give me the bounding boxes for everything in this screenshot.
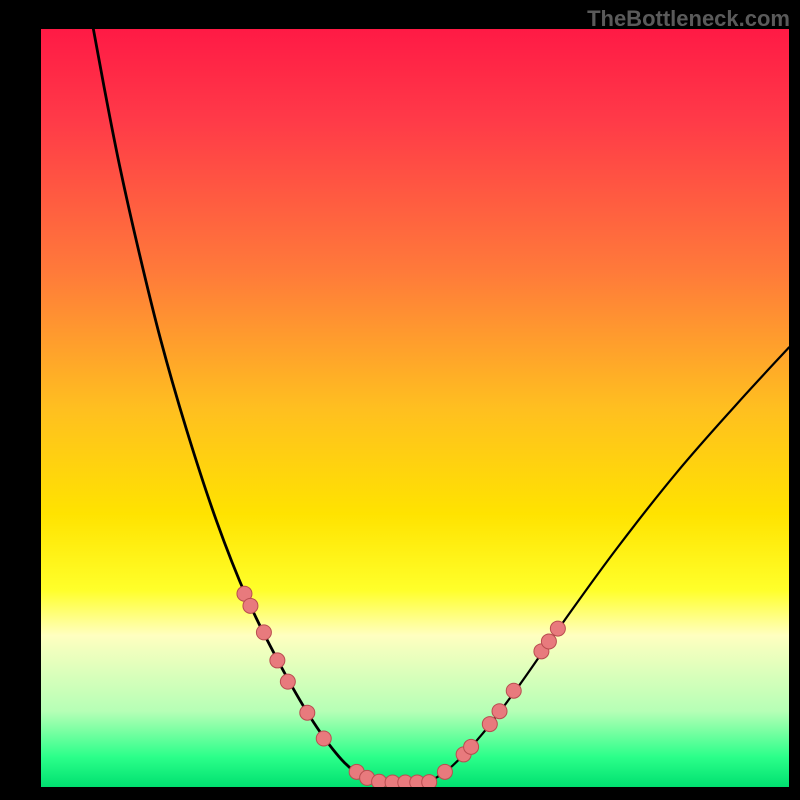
data-marker xyxy=(550,621,565,636)
chart-svg xyxy=(41,29,789,787)
chart-root: TheBottleneck.com xyxy=(0,0,800,800)
data-marker xyxy=(422,775,437,787)
chart-background xyxy=(41,29,789,787)
data-marker xyxy=(270,653,285,668)
data-marker xyxy=(437,764,452,779)
plot-area xyxy=(41,29,789,787)
data-marker xyxy=(256,625,271,640)
data-marker xyxy=(492,704,507,719)
data-marker xyxy=(316,731,331,746)
data-marker xyxy=(372,774,387,787)
data-marker xyxy=(506,683,521,698)
data-marker xyxy=(280,674,295,689)
data-marker xyxy=(482,717,497,732)
watermark-text: TheBottleneck.com xyxy=(587,6,790,32)
data-marker xyxy=(541,634,556,649)
data-marker xyxy=(300,705,315,720)
data-marker xyxy=(464,739,479,754)
data-marker xyxy=(243,598,258,613)
